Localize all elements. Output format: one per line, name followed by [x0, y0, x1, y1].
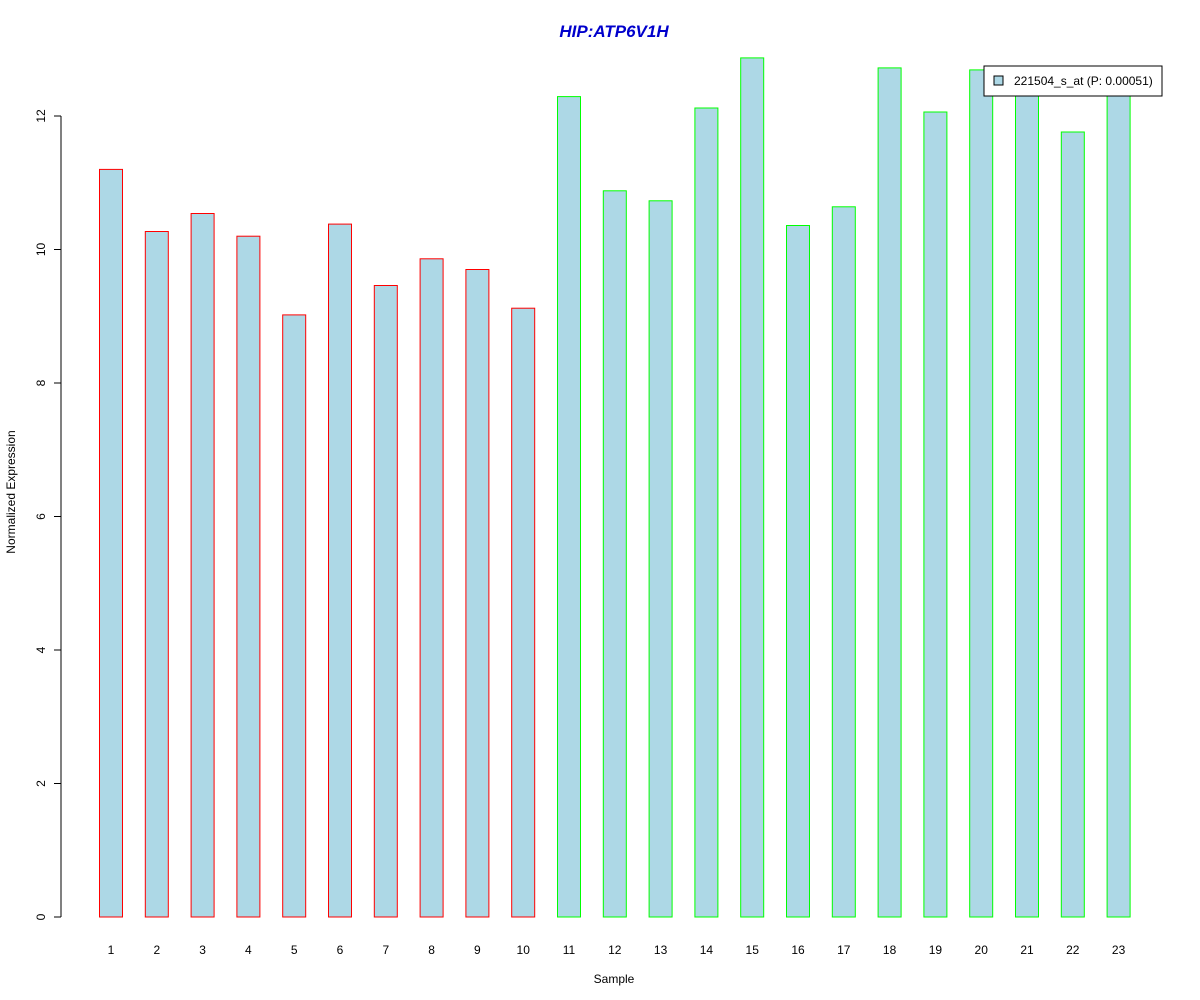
- y-tick-label: 10: [34, 243, 48, 257]
- x-tick-label: 14: [700, 943, 714, 957]
- bar-sample-20: [969, 69, 994, 918]
- x-tick-label: 17: [837, 943, 851, 957]
- bar-sample-17: [831, 206, 856, 918]
- y-tick-label: 8: [34, 379, 48, 386]
- bar-sample-4: [236, 235, 261, 918]
- bar-sample-1: [99, 168, 123, 918]
- x-axis-label: Sample: [594, 972, 635, 986]
- bar-sample-15: [740, 57, 765, 918]
- bar-sample-19: [923, 111, 948, 918]
- x-tick-label: 21: [1020, 943, 1034, 957]
- bar-sample-3: [190, 213, 215, 918]
- y-tick-label: 2: [34, 780, 48, 787]
- bar-sample-11: [557, 96, 581, 918]
- y-tick-label: 0: [34, 913, 48, 920]
- bar-sample-2: [144, 231, 169, 918]
- bar-sample-13: [648, 200, 673, 918]
- bar-sample-9: [465, 269, 490, 918]
- x-tick-label: 6: [337, 943, 344, 957]
- y-axis-label: Normalized Expression: [4, 430, 18, 553]
- x-tick-label: 18: [883, 943, 897, 957]
- x-tick-label: 11: [563, 943, 576, 957]
- x-tick-label: 19: [929, 943, 943, 957]
- bars: [99, 57, 1131, 918]
- legend-box: [983, 65, 1163, 97]
- x-tick-label: 23: [1112, 943, 1126, 957]
- legend-label: 221504_s_at (P: 0.00051): [1014, 74, 1153, 88]
- x-tick-label: 12: [608, 943, 622, 957]
- x-tick-label: 22: [1066, 943, 1080, 957]
- bar-sample-7: [373, 285, 398, 918]
- bar-sample-8: [419, 258, 444, 918]
- bar-sample-10: [511, 307, 536, 918]
- bar-sample-6: [328, 223, 352, 918]
- legend-swatch: [993, 75, 1004, 86]
- bar-sample-22: [1060, 131, 1085, 918]
- bar-sample-12: [602, 190, 627, 918]
- x-tick-label: 3: [199, 943, 206, 957]
- bar-sample-23: [1106, 92, 1131, 918]
- x-tick-labels: 1 2 3 4 5 6 7 8 9 10 11 12 13 14 15 16 17 18 19 20 21 22 23: [108, 943, 1126, 957]
- y-tick-label: 4: [34, 646, 48, 653]
- bar-sample-16: [786, 225, 810, 918]
- chart-title: HIP:ATP6V1H: [559, 22, 669, 41]
- x-tick-label: 9: [474, 943, 481, 957]
- x-tick-label: 8: [428, 943, 435, 957]
- x-tick-label: 7: [382, 943, 389, 957]
- x-tick-label: 20: [975, 943, 989, 957]
- y-tick-label: 6: [34, 513, 48, 520]
- x-tick-label: 2: [153, 943, 160, 957]
- bar-sample-14: [694, 107, 719, 918]
- x-tick-label: 4: [245, 943, 252, 957]
- bar-sample-18: [877, 67, 902, 918]
- bar-sample-21: [1015, 86, 1039, 918]
- x-tick-label: 1: [108, 943, 115, 957]
- x-tick-label: 10: [517, 943, 531, 957]
- y-axis: 0 2 4 6 8 10 12: [34, 109, 62, 920]
- legend: 221504_s_at (P: 0.00051): [983, 65, 1163, 97]
- x-tick-label: 5: [291, 943, 298, 957]
- y-tick-label: 12: [34, 109, 48, 123]
- x-tick-label: 13: [654, 943, 668, 957]
- bar-sample-5: [282, 314, 307, 918]
- x-tick-label: 15: [746, 943, 760, 957]
- x-tick-label: 16: [791, 943, 805, 957]
